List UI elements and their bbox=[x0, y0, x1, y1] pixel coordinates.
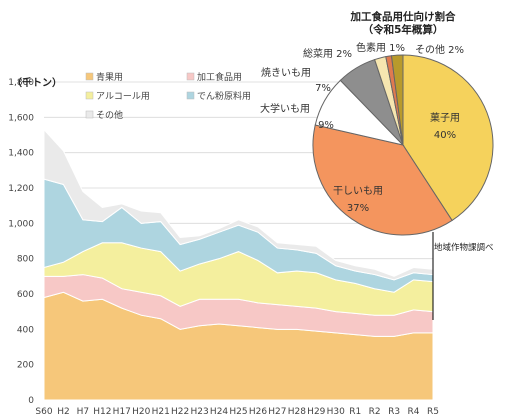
legend-swatch bbox=[186, 72, 195, 81]
y-tick-label: 1,200 bbox=[8, 184, 34, 194]
x-tick-label: R5 bbox=[427, 407, 439, 417]
x-tick-label: R1 bbox=[349, 407, 361, 417]
x-tick-label: R4 bbox=[408, 407, 420, 417]
y-axis-ticks: 0 200 400 600 800 1,000 1,200 1,400 1,600 1,800 bbox=[8, 78, 34, 406]
pie-chart: 菓子用 40% 干しいも用 37% 大学いも用 9% 焼きいも用 7% 総菜用 2% 色素用 1%… bbox=[260, 41, 494, 236]
pie-label: その他 2% bbox=[415, 43, 464, 56]
x-tick-label: H30 bbox=[327, 407, 345, 417]
stacked-areas bbox=[43, 128, 434, 401]
y-tick-label: 1,000 bbox=[8, 219, 34, 229]
x-axis-ticks: S60 H2 H7 H12 H17 H20 H21 H22 H23 H24 H25 H26 H27 H28… bbox=[35, 407, 439, 417]
pie-label-value: 9% bbox=[318, 120, 334, 131]
x-tick-label: H29 bbox=[307, 407, 325, 417]
legend-swatch bbox=[85, 72, 94, 81]
x-tick-label: S60 bbox=[35, 407, 52, 417]
pie-label-name: 大学いも用 bbox=[260, 102, 310, 115]
pie-slice bbox=[312, 124, 453, 236]
y-tick-label: 800 bbox=[17, 255, 34, 265]
x-tick-label: H27 bbox=[268, 407, 286, 417]
x-tick-label: H23 bbox=[190, 407, 208, 417]
pie-label-value: 37% bbox=[347, 203, 369, 214]
pie-label: 総菜用 2% bbox=[303, 47, 352, 60]
y-tick-label: 1,600 bbox=[8, 113, 34, 123]
y-tick-label: 600 bbox=[17, 290, 34, 300]
x-tick-label: R3 bbox=[388, 407, 400, 417]
y-tick-label: 200 bbox=[17, 361, 34, 371]
x-tick-label: H17 bbox=[113, 407, 131, 417]
x-tick-label: H22 bbox=[171, 407, 189, 417]
x-tick-label: H21 bbox=[152, 407, 170, 417]
x-tick-label: H26 bbox=[249, 407, 267, 417]
x-tick-label: H2 bbox=[57, 407, 70, 417]
y-tick-label: 0 bbox=[28, 396, 34, 406]
pie-subtitle: （令和5年概算） bbox=[363, 23, 444, 36]
x-tick-label: H25 bbox=[229, 407, 247, 417]
pie-label-value: 7% bbox=[315, 83, 331, 94]
x-tick-label: H12 bbox=[93, 407, 111, 417]
pie-label-value: 40% bbox=[434, 130, 456, 141]
pie-slice bbox=[390, 54, 404, 146]
legend-label: 加工食品用 bbox=[197, 71, 242, 83]
legend-swatch bbox=[85, 91, 94, 100]
unit-label: （千トン） bbox=[12, 76, 62, 89]
pie-label-name: 干しいも用 bbox=[333, 185, 383, 197]
source-note: 地域作物課調べ bbox=[434, 242, 494, 253]
x-tick-label: H20 bbox=[132, 407, 150, 417]
legend-swatch bbox=[85, 110, 94, 119]
x-tick-label: H28 bbox=[288, 407, 306, 417]
pie-label-name: 菓子用 bbox=[430, 112, 460, 124]
y-tick-label: 1,400 bbox=[8, 149, 34, 159]
legend-swatch bbox=[186, 91, 195, 100]
legend-label: でん粉原料用 bbox=[197, 90, 251, 102]
y-tick-label: 400 bbox=[17, 325, 34, 335]
legend-label: 青果用 bbox=[96, 71, 123, 83]
pie-label: 色素用 1% bbox=[356, 41, 405, 54]
legend-label: アルコール用 bbox=[96, 91, 150, 102]
legend-label: その他 bbox=[96, 109, 123, 121]
x-tick-label: R2 bbox=[369, 407, 381, 417]
pie-title: 加工食品用仕向け割合 bbox=[350, 10, 456, 23]
pie-label-name: 焼きいも用 bbox=[261, 67, 311, 79]
x-tick-label: H24 bbox=[210, 407, 228, 417]
x-tick-label: H7 bbox=[77, 407, 90, 417]
y-tick-label: 1,800 bbox=[8, 78, 34, 88]
